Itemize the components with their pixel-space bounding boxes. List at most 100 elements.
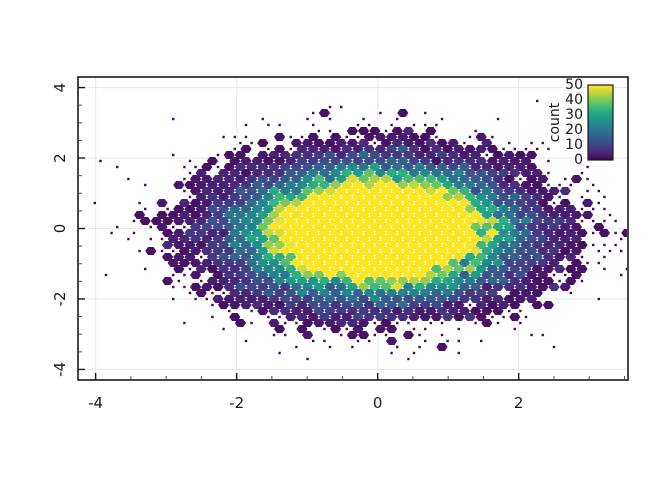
hexbin-outlier-dot: [194, 165, 197, 169]
hexbin-cell: [402, 331, 414, 339]
hexbin-outlier-dot: [144, 207, 147, 211]
x-axis-tick-label: -4: [88, 394, 103, 412]
hexbin-cell: [190, 271, 202, 279]
hexbin-outlier-dot: [390, 351, 393, 355]
hexbin-outlier-dot: [429, 321, 432, 325]
hexbin-outlier-dot: [440, 333, 444, 337]
hexbin-outlier-dot: [244, 123, 248, 127]
y-axis-tick-label: 2: [51, 153, 69, 163]
hexbin-outlier-dot: [530, 333, 533, 337]
hexbin-outlier-dot: [340, 333, 343, 337]
hexbin-cell: [195, 289, 207, 297]
hexbin-cell: [274, 325, 286, 333]
hexbin-outlier-dot: [222, 327, 225, 331]
y-axis-tick-label: -4: [51, 362, 69, 377]
hexbin-outlier-dot: [536, 147, 539, 151]
hexbin-outlier-dot: [468, 135, 472, 139]
hexbin-outlier-dot: [289, 147, 292, 151]
hexbin-cell: [453, 313, 465, 321]
hexbin-outlier-dot: [284, 333, 287, 337]
hexbin-outlier-dot: [132, 231, 136, 235]
hexbin-outlier-dot: [424, 327, 427, 331]
hexbin-outlier-dot: [379, 111, 382, 115]
hexbin-cell: [548, 283, 560, 291]
hexbin-outlier-dot: [244, 339, 248, 343]
hexbin-cell: [531, 301, 543, 309]
hexbin-outlier-dot: [603, 219, 606, 223]
hexbin-outlier-dot: [580, 219, 584, 223]
hexbin-outlier-dot: [513, 327, 516, 331]
hexbin-outlier-dot: [222, 135, 225, 139]
hexbin-cell: [492, 307, 504, 315]
colorbar-tick-label: 0: [574, 152, 583, 168]
hexbin-outlier-dot: [351, 345, 354, 349]
hexbin-outlier-dot: [418, 345, 421, 349]
hexbin-outlier-dot: [603, 207, 606, 211]
hexbin-outlier-dot: [328, 117, 332, 121]
hexbin-outlier-dot: [205, 297, 208, 301]
hexbin-outlier-dot: [228, 309, 231, 313]
hexbin-outlier-dot: [172, 285, 175, 289]
hexbin-outlier-dot: [172, 117, 175, 121]
hexbin-outlier-dot: [149, 225, 152, 229]
hexbin-outlier-dot: [172, 273, 175, 277]
hexbin-outlier-dot: [250, 309, 253, 313]
hexbin-outlier-dot: [362, 117, 365, 121]
hexbin-outlier-dot: [496, 117, 500, 121]
hexbin-cell: [195, 265, 207, 273]
x-axis-tick-label: 2: [514, 394, 524, 412]
hexbin-outlier-dot: [424, 339, 427, 343]
hexbin-outlier-dot: [278, 123, 281, 127]
hexbin-cell: [274, 133, 286, 141]
hexbin-cell: [621, 229, 627, 237]
hexbin-cell: [397, 109, 409, 117]
hexbin-outlier-dot: [272, 333, 276, 337]
hexbin-cell: [436, 343, 448, 351]
hexbin-outlier-dot: [244, 135, 248, 139]
y-axis-tick-label: 0: [51, 224, 69, 234]
hexbin-outlier-dot: [110, 231, 113, 235]
hexbin-cell: [139, 217, 151, 225]
hexbin-outlier-dot: [368, 123, 371, 127]
hexbin-cell: [570, 175, 582, 183]
hexbin-outlier-dot: [474, 129, 477, 133]
hexbin-outlier-dot: [412, 123, 416, 127]
hexbin-outlier-dot: [194, 297, 197, 301]
hexbin-outlier-dot: [183, 165, 186, 169]
hexbin-outlier-dot: [491, 135, 494, 139]
hexbin-outlier-dot: [323, 339, 326, 343]
hexbin-layer: [93, 99, 627, 361]
hexbin-cell: [408, 313, 420, 321]
hexbin-outlier-dot: [116, 165, 119, 169]
hexbin-outlier-dot: [295, 345, 298, 349]
hexbin-outlier-dot: [502, 315, 505, 319]
hexbin-outlier-dot: [239, 141, 242, 145]
hexbin-cell: [346, 331, 358, 339]
hexbin-outlier-dot: [306, 117, 309, 121]
hexbin-outlier-dot: [127, 237, 130, 241]
hexbin-outlier-dot: [580, 195, 584, 199]
x-axis-tick-label: -2: [229, 394, 244, 412]
hexbin-outlier-dot: [132, 219, 136, 223]
hexbin-outlier-dot: [166, 207, 169, 211]
hexbin-outlier-dot: [614, 231, 617, 235]
hexbin-outlier-dot: [463, 141, 466, 145]
hexbin-outlier-dot: [250, 321, 253, 325]
hexbin-outlier-dot: [440, 117, 444, 121]
hexbin-outlier-dot: [188, 171, 192, 175]
hexbin-outlier-dot: [216, 165, 220, 169]
hexbin-outlier-dot: [295, 321, 298, 325]
hexbin-cell: [257, 307, 269, 315]
hexbin-cell: [173, 241, 185, 249]
hexbin-outlier-dot: [614, 243, 617, 247]
hexbin-outlier-dot: [586, 189, 589, 193]
hexbin-outlier-dot: [267, 315, 270, 319]
hexbin-outlier-dot: [177, 279, 180, 283]
hexbin-cell: [268, 307, 280, 315]
hexbin-outlier-dot: [569, 183, 572, 187]
hexbin-outlier-dot: [138, 249, 141, 253]
hexbin-cell: [330, 325, 342, 333]
hexbin-outlier-dot: [468, 303, 472, 307]
hexbin-outlier-dot: [592, 219, 595, 223]
hexbin-outlier-dot: [519, 321, 522, 325]
